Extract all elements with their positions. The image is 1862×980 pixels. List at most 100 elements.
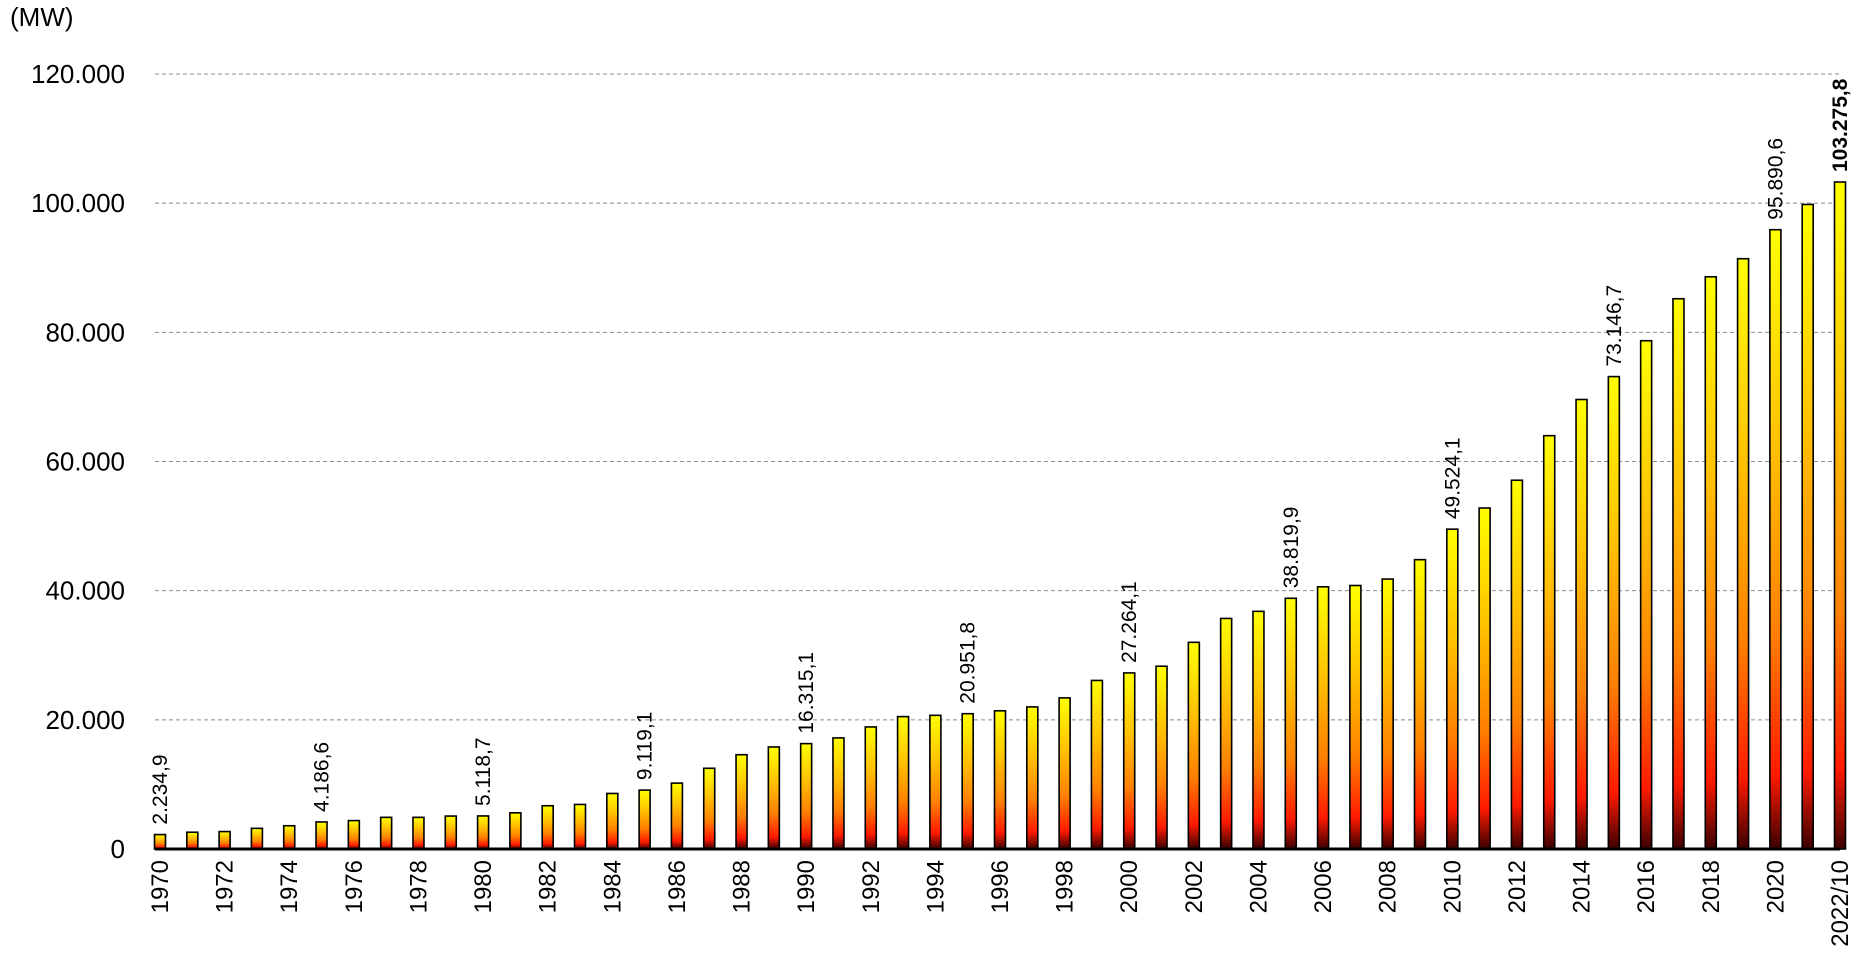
x-axis-tick-labels: 1970 1972 1974 1976 1978 1980 1982 1984 1986 1988… — [147, 860, 1854, 947]
bar-1984 — [606, 792, 619, 850]
bar-1997 — [1026, 706, 1039, 850]
bar-2019 — [1736, 257, 1750, 850]
x-tick-label-1984: 1984 — [599, 860, 626, 913]
bar-1989 — [767, 746, 781, 850]
bar-1990 — [799, 742, 813, 850]
data-label-1985: 9.119,1 — [634, 712, 657, 781]
bar-1993 — [896, 715, 910, 850]
bar-2016 — [1639, 339, 1653, 850]
bar-1977 — [379, 816, 393, 850]
x-tick-label-2012: 2012 — [1504, 860, 1531, 913]
bar-1971 — [186, 831, 199, 850]
bar-1973 — [250, 827, 264, 850]
y-tick-label-20000: 20.000 — [45, 705, 125, 735]
x-tick-label-2004: 2004 — [1245, 860, 1272, 913]
x-tick-label-1998: 1998 — [1052, 860, 1079, 913]
y-tick-label-60000: 60.000 — [45, 447, 125, 477]
bar-1992 — [864, 726, 878, 850]
data-label-1990: 16.315,1 — [795, 652, 818, 734]
bar-2000 — [1122, 672, 1136, 850]
data-label-2005: 38.819,9 — [1280, 507, 1303, 589]
bar-2003 — [1219, 617, 1233, 850]
x-tick-label-2016: 2016 — [1633, 860, 1660, 913]
data-label-1970: 2.234,9 — [149, 754, 172, 824]
bar-1991 — [832, 737, 845, 850]
data-label-1980: 5.118,7 — [472, 737, 495, 806]
y-tick-label-80000: 80.000 — [45, 317, 125, 347]
y-tick-label-100000: 100.000 — [31, 188, 125, 218]
x-tick-label-1988: 1988 — [729, 860, 756, 913]
bar-1981 — [509, 812, 522, 850]
bar-1985 — [638, 789, 651, 850]
x-tick-label-1982: 1982 — [535, 860, 562, 913]
bar-2012 — [1510, 479, 1524, 850]
x-tick-label-1970: 1970 — [147, 860, 174, 913]
bar-1983 — [573, 803, 587, 850]
x-tick-label-2020: 2020 — [1762, 860, 1789, 913]
x-tick-label-1994: 1994 — [922, 860, 949, 913]
bar-2006 — [1316, 585, 1330, 850]
bar-2004 — [1252, 610, 1265, 850]
x-tick-label-1978: 1978 — [405, 860, 432, 913]
x-tick-label-2010: 2010 — [1439, 860, 1466, 913]
bar-2010 — [1446, 528, 1459, 850]
bar-2008 — [1381, 578, 1394, 850]
bar-2021 — [1801, 203, 1814, 850]
bar-2007 — [1349, 584, 1362, 850]
data-labels: 2.234,9 4.186,6 5.118,7 9.119,1 16.315,1 20.9… — [149, 78, 1852, 824]
x-tick-label-1974: 1974 — [276, 860, 303, 913]
data-label-2000: 27.264,1 — [1118, 581, 1141, 663]
bars — [153, 181, 1847, 850]
data-label-1995: 20.951,8 — [957, 622, 980, 704]
bar-1978 — [412, 816, 425, 850]
x-tick-label-2022/10: 2022/10 — [1827, 860, 1854, 947]
y-tick-label-40000: 40.000 — [45, 576, 125, 606]
bar-1986 — [670, 782, 684, 850]
x-tick-label-1980: 1980 — [470, 860, 497, 913]
bar-2001 — [1155, 665, 1168, 850]
bar-2014 — [1575, 398, 1588, 850]
bar-1980 — [476, 815, 490, 850]
y-tick-label-120000: 120.000 — [31, 59, 125, 89]
y-tick-label-0: 0 — [111, 834, 125, 864]
data-label-2022/10: 103.275,8 — [1829, 78, 1852, 172]
bar-1970 — [153, 833, 167, 850]
x-tick-label-2014: 2014 — [1569, 860, 1596, 913]
bar-1979 — [444, 815, 458, 850]
bar-1995 — [961, 712, 974, 850]
y-axis-tick-labels: 0 20.000 40.000 60.000 80.000 100.000 120.000 — [31, 59, 125, 864]
bar-1998 — [1058, 697, 1071, 850]
bar-2002 — [1187, 641, 1201, 850]
x-tick-label-2000: 2000 — [1116, 860, 1143, 913]
bar-2018 — [1704, 275, 1718, 850]
data-label-2020: 95.890,6 — [1764, 138, 1787, 220]
bar-2013 — [1542, 434, 1556, 850]
unit-label: (MW) — [10, 2, 74, 32]
bar-1976 — [347, 819, 361, 850]
bar-2005 — [1284, 597, 1298, 850]
x-tick-label-2018: 2018 — [1698, 860, 1725, 913]
bar-1988 — [735, 753, 748, 850]
bar-1974 — [282, 824, 296, 850]
bar-1994 — [929, 714, 942, 850]
x-tick-label-1990: 1990 — [793, 860, 820, 913]
bar-2022/10 — [1833, 181, 1847, 850]
bar-1999 — [1090, 679, 1104, 850]
bar-1982 — [541, 804, 554, 850]
bar-2017 — [1672, 297, 1685, 850]
x-tick-label-1972: 1972 — [212, 860, 239, 913]
x-tick-label-1996: 1996 — [987, 860, 1014, 913]
bar-2011 — [1478, 507, 1491, 850]
x-tick-label-1976: 1976 — [341, 860, 368, 913]
x-tick-label-2008: 2008 — [1375, 860, 1402, 913]
x-tick-label-1992: 1992 — [858, 860, 885, 913]
bar-1972 — [218, 830, 231, 850]
data-label-1975: 4.186,6 — [311, 742, 334, 812]
bar-2009 — [1413, 558, 1427, 850]
x-tick-label-2002: 2002 — [1181, 860, 1208, 913]
bar-1996 — [993, 709, 1007, 850]
x-tick-label-1986: 1986 — [664, 860, 691, 913]
data-label-2015: 73.146,7 — [1603, 285, 1626, 367]
x-tick-label-2006: 2006 — [1310, 860, 1337, 913]
